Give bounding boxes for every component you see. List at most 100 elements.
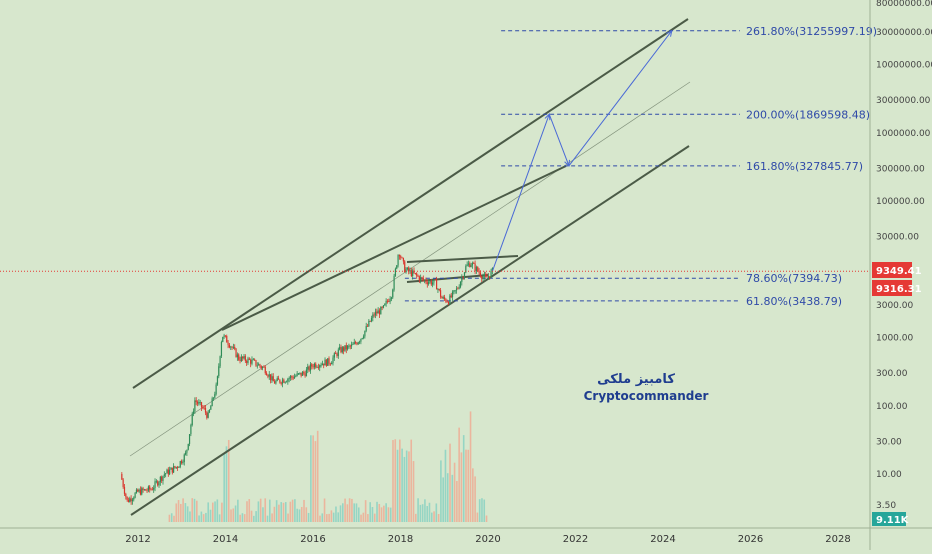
volume-bar (419, 504, 422, 522)
candle-body (139, 489, 142, 495)
volume-bar (483, 499, 486, 522)
candle-body (332, 357, 334, 363)
volume-bar (239, 514, 241, 522)
candle-body (259, 364, 261, 367)
candle-body (202, 407, 204, 409)
candle-body (187, 443, 189, 450)
candle-body (143, 489, 146, 491)
volume-bar (259, 498, 262, 522)
volume-bar (355, 503, 358, 522)
candle-body (256, 365, 258, 367)
candle-body (393, 275, 395, 290)
candle-body (449, 295, 451, 305)
candle-body (147, 486, 149, 491)
candle-body (349, 345, 351, 347)
volume-bar (330, 510, 333, 522)
candle-body (441, 296, 443, 299)
candle-body (450, 295, 452, 298)
second-price-text: 9316.31 (876, 284, 922, 295)
volume-bar (255, 511, 257, 522)
candle-body (131, 499, 134, 502)
candle-body (232, 346, 234, 348)
candle-body (388, 301, 390, 302)
volume-bar (348, 498, 351, 522)
candle-body (374, 311, 377, 316)
y-tick-label: 300000.00 (876, 164, 925, 174)
candle-body (324, 359, 326, 366)
channel-line (130, 145, 690, 516)
candle-body (226, 335, 228, 343)
volume-bar (266, 515, 269, 522)
candle-body (331, 362, 333, 365)
candle-body (385, 300, 387, 304)
candle-body (445, 299, 447, 302)
candle-body (246, 360, 248, 363)
candle-body (365, 326, 367, 331)
volume-bar (337, 512, 340, 522)
volume-bar (362, 512, 365, 522)
candle-body (491, 268, 493, 271)
volume-bar (289, 501, 292, 522)
candle-body (348, 345, 350, 347)
volume-bar (437, 514, 440, 522)
candle-body (296, 373, 298, 376)
candle-body (163, 474, 165, 476)
candle-body (481, 276, 483, 279)
volume-bar (180, 503, 182, 522)
volume-bar (198, 515, 200, 522)
candle-body (458, 287, 460, 289)
candle-body (129, 498, 131, 502)
candle-body (421, 277, 423, 279)
candle-body (459, 281, 462, 288)
candle-body (414, 273, 416, 274)
candle-body (289, 376, 292, 379)
volume-bar (300, 506, 303, 522)
volume-bar (453, 462, 456, 522)
x-tick-label: 2028 (825, 534, 850, 545)
volume-bar (177, 500, 180, 522)
volume-bar (472, 468, 474, 522)
candle-body (238, 354, 240, 360)
candle-body (429, 280, 431, 283)
candle-body (227, 342, 229, 345)
candle-body (276, 378, 278, 381)
candle-body (228, 344, 231, 348)
volume-bar (234, 505, 237, 522)
candle-body (422, 278, 424, 281)
candle-body (471, 263, 474, 266)
candle-body (455, 288, 458, 291)
volume-bar (319, 515, 321, 522)
volume-bar (175, 503, 178, 522)
candle-body (418, 276, 420, 281)
candle-body (287, 378, 289, 382)
candle-body (454, 290, 456, 292)
candle-body (178, 466, 180, 468)
candle-body (397, 255, 399, 266)
candle-body (457, 288, 459, 290)
candle-body (473, 263, 475, 264)
candle-body (215, 384, 217, 395)
candle-body (467, 263, 470, 265)
volume-bar (241, 513, 244, 522)
y-tick-label: 100000.00 (876, 197, 925, 207)
candle-body (321, 363, 323, 366)
candle-body (357, 342, 359, 345)
candle-body (347, 345, 349, 350)
candle-body (309, 364, 312, 371)
volume-bar (346, 504, 349, 522)
candle-body (251, 359, 253, 364)
volume-bar (371, 507, 374, 522)
candle-body (243, 356, 245, 359)
candle-body (126, 496, 128, 500)
candle-body (354, 342, 357, 344)
volume-bar (303, 499, 305, 522)
candle-body (275, 380, 277, 384)
candle-body (325, 359, 327, 366)
candle-body (206, 412, 208, 418)
candle-body (223, 335, 225, 337)
candle-body (179, 461, 181, 467)
volume-bar (182, 498, 184, 522)
y-tick-label: 1000000.00 (876, 129, 931, 139)
volume-bar (294, 499, 296, 522)
